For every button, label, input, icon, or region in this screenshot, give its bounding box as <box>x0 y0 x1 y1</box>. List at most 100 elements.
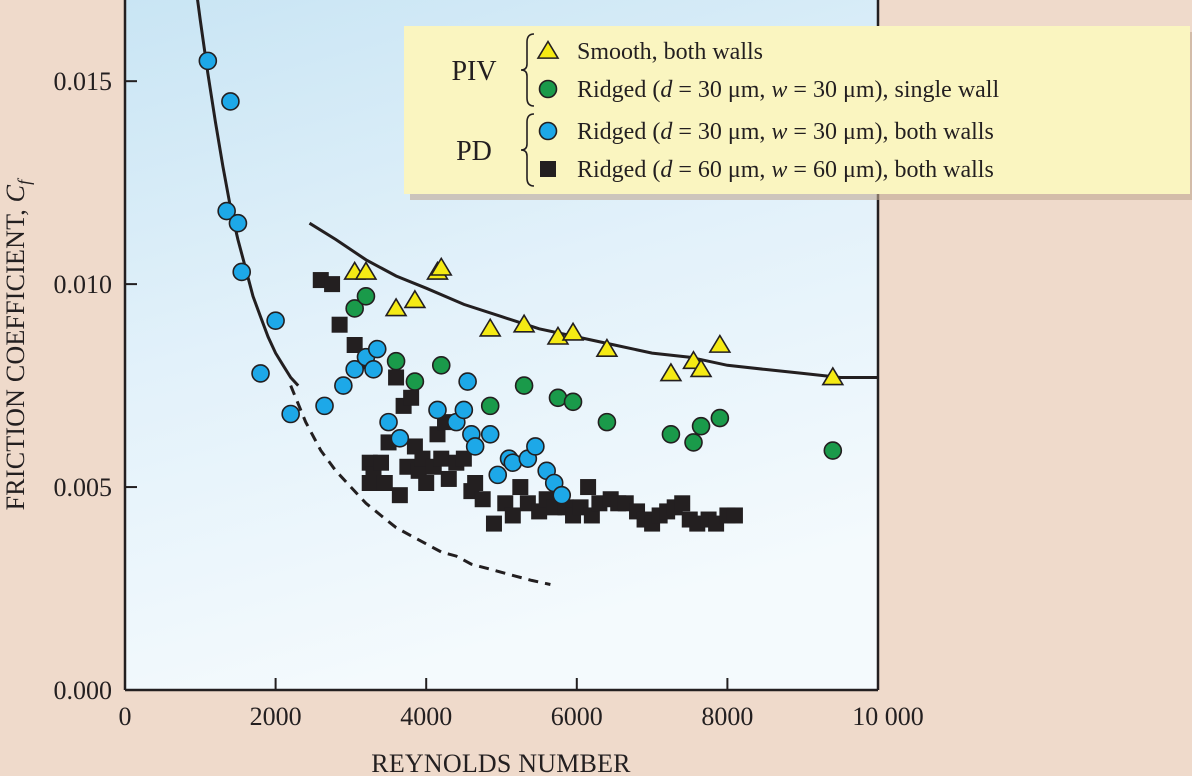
data-point-circle <box>281 404 300 424</box>
data-point-square <box>406 438 423 455</box>
data-point-circle <box>552 485 572 505</box>
legend-label-part: = 30 μm, <box>672 119 771 145</box>
data-point-circle <box>379 412 398 432</box>
fit-curve-2 <box>289 385 551 586</box>
data-point-circle <box>390 429 410 448</box>
x-tick-label: 0 <box>119 702 132 731</box>
data-point-circle <box>386 351 406 371</box>
data-point-square <box>497 495 514 512</box>
data-point-square <box>531 503 548 520</box>
data-point-circle <box>465 437 485 456</box>
legend-marker-circle <box>538 79 558 99</box>
data-point-circle <box>364 360 383 379</box>
legend-label: Ridged (d = 30 μm, w = 30 μm), single wa… <box>577 77 999 103</box>
data-point-circle <box>405 372 425 391</box>
data-point-circle <box>251 364 270 383</box>
data-point-square <box>726 507 743 524</box>
data-point-triangle <box>821 366 845 386</box>
data-point-square <box>580 479 597 496</box>
legend-label: Ridged (d = 60 μm, w = 60 μm), both wall… <box>577 157 994 183</box>
legend-label-part: w <box>771 77 787 103</box>
x-axis: 0 2000 4000 6000 8000 10 000 <box>119 678 924 731</box>
x-tick-label: 6000 <box>551 702 603 731</box>
data-point-circle <box>503 453 523 473</box>
data-point-circle <box>345 360 364 379</box>
data-point-circle <box>684 433 703 452</box>
legend-marker-square <box>540 161 556 177</box>
data-point-circle <box>514 376 534 395</box>
data-point-triangle <box>595 338 619 357</box>
data-point-square <box>361 475 378 491</box>
legend-label-part: Ridged ( <box>577 157 660 183</box>
data-point-square <box>674 495 691 512</box>
legend-label-part: d <box>660 77 673 103</box>
data-point-triangle <box>659 362 683 382</box>
data-point-triangle <box>561 321 585 341</box>
data-point-circle <box>661 424 681 444</box>
y-axis-title: FRICTION COEFFICIENT, Cf <box>1 177 34 511</box>
legend-label-part: d <box>660 119 673 145</box>
data-point-circle <box>228 213 248 233</box>
legend-brace <box>520 113 535 187</box>
data-point-triangle <box>354 260 378 280</box>
data-point-circle <box>345 299 364 318</box>
legend-label-part: = 30 μm), both walls <box>787 119 993 145</box>
legend-label-part: Ridged ( <box>577 119 660 145</box>
data-point-triangle <box>384 297 408 317</box>
data-point-square <box>346 337 363 353</box>
legend-label-part: w <box>771 157 787 183</box>
data-point-square <box>474 491 491 508</box>
x-axis-title: REYNOLDS NUMBER <box>371 749 631 776</box>
legend-label-part: w <box>771 119 787 145</box>
y-axis-title-symbol: C <box>1 184 30 202</box>
legend-group-label: PIV <box>451 56 496 87</box>
legend-label: Ridged (d = 30 μm, w = 30 μm), both wall… <box>577 119 994 145</box>
data-point-circle <box>266 311 285 330</box>
legend-label-part: = 60 μm), both walls <box>787 157 993 183</box>
data-point-square <box>485 515 502 532</box>
data-point-circle <box>563 392 583 412</box>
data-point-square <box>433 450 450 467</box>
legend-label-part: d <box>660 157 673 183</box>
data-point-square <box>376 475 393 491</box>
data-point-circle <box>480 424 500 444</box>
data-point-circle <box>367 339 387 359</box>
data-point-square <box>391 487 408 504</box>
data-point-square <box>440 470 457 487</box>
data-point-triangle <box>708 333 732 353</box>
legend-label-part: Ridged ( <box>577 77 660 103</box>
data-point-square <box>388 369 405 386</box>
data-point-triangle <box>689 358 713 378</box>
data-point-circle <box>232 262 252 282</box>
data-point-circle <box>428 400 447 420</box>
data-point-square <box>324 276 341 293</box>
data-point-circle <box>480 396 500 416</box>
data-point-circle <box>217 201 236 221</box>
data-point-circle <box>315 396 334 416</box>
legend-label: Smooth, both walls <box>577 39 763 65</box>
legend-brace <box>520 33 535 107</box>
data-point-circle <box>431 355 451 375</box>
data-point-square <box>403 389 420 406</box>
data-point-circle <box>710 408 730 428</box>
legend-marker-circle <box>538 121 558 141</box>
data-point-circle <box>823 441 843 460</box>
legend-label-part: Smooth, both walls <box>577 39 763 65</box>
data-point-circle <box>526 437 545 456</box>
data-point-triangle <box>512 313 536 333</box>
y-tick-label: 0.000 <box>54 676 113 705</box>
data-point-circle <box>691 416 711 436</box>
data-point-triangle <box>478 317 502 337</box>
data-point-triangle <box>429 256 453 276</box>
x-tick-label: 2000 <box>250 702 302 731</box>
data-point-triangle <box>403 289 427 309</box>
y-tick-label: 0.005 <box>54 473 113 502</box>
y-axis: 0.000 0.005 0.010 0.015 <box>54 67 137 705</box>
data-point-circle <box>221 92 240 111</box>
legend-box <box>404 26 1190 194</box>
y-tick-label: 0.015 <box>54 67 113 96</box>
x-tick-label: 4000 <box>400 702 452 731</box>
